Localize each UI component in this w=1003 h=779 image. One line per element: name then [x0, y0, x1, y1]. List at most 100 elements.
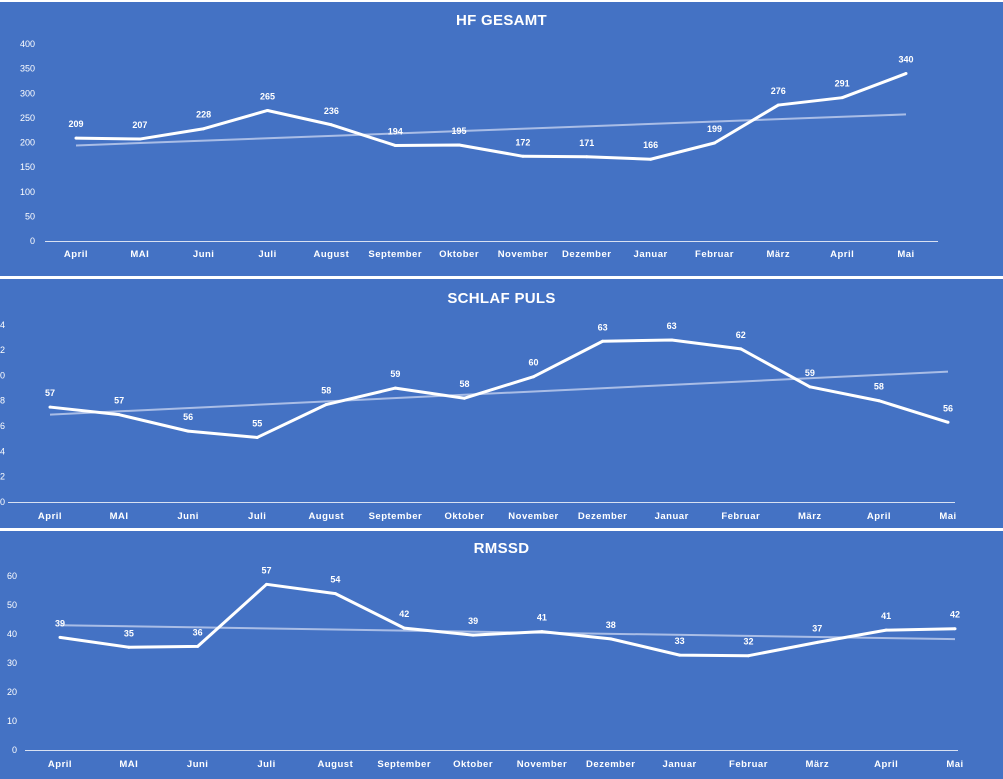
data-label: 36 — [193, 627, 203, 637]
data-label: 58 — [321, 386, 331, 396]
data-point — [58, 635, 62, 639]
data-label: 38 — [606, 620, 616, 630]
data-label: 171 — [579, 138, 594, 148]
data-label: 276 — [771, 86, 786, 96]
x-tick-label: Mai — [946, 759, 963, 770]
data-point — [393, 386, 397, 390]
data-point — [609, 637, 613, 641]
data-label: 209 — [68, 119, 83, 129]
y-tick-label: 60 — [7, 571, 17, 581]
data-label: 58 — [459, 379, 469, 389]
data-point — [138, 137, 142, 141]
data-label: 39 — [468, 616, 478, 626]
chart-panel-rmssd: RMSSD 0 10 20 30 40 50 60 April MAI Juni Juli Augus… — [0, 531, 1003, 779]
x-tick-label: Juni — [177, 511, 199, 522]
data-point — [840, 96, 844, 100]
x-tick-label: Oktober — [439, 249, 479, 260]
data-point — [265, 582, 269, 586]
data-label: 63 — [598, 322, 608, 332]
data-label: 32 — [743, 637, 753, 647]
y-tick-label: 50 — [7, 600, 17, 610]
x-tick-label: April — [830, 249, 854, 260]
chart-rmssd: 0 10 20 30 40 50 60 April MAI Juni Juli August Septe… — [7, 565, 963, 770]
data-label: 265 — [260, 91, 275, 101]
x-tick-label: Januar — [663, 759, 697, 770]
data-label: 199 — [707, 124, 722, 134]
data-label: 291 — [835, 79, 850, 89]
x-tick-label: Juni — [187, 759, 209, 770]
x-tick-label: Dezember — [586, 759, 635, 770]
data-label: 194 — [388, 126, 403, 136]
data-label: 35 — [124, 628, 134, 638]
trendline — [49, 370, 949, 416]
x-tick-label: Oktober — [444, 511, 484, 522]
data-point — [808, 385, 812, 389]
data-point — [266, 108, 270, 112]
x-tick-label: September — [368, 249, 422, 260]
chart-schlaf-puls: 50 52 54 56 58 60 62 64 April MAI Juni Juli August Se… — [0, 320, 956, 522]
data-label: 228 — [196, 110, 211, 120]
x-tick-label: August — [308, 511, 344, 522]
x-tick-label: August — [314, 249, 350, 260]
y-tick-label: 20 — [7, 687, 17, 697]
x-tick-label: März — [798, 511, 822, 522]
data-point — [815, 640, 819, 644]
data-label: 55 — [252, 418, 262, 428]
data-point — [739, 347, 743, 351]
x-tick-label: Dezember — [578, 511, 627, 522]
data-label: 340 — [898, 55, 913, 65]
data-label: 41 — [537, 613, 547, 623]
chart-title: HF GESAMT — [455, 12, 548, 29]
y-tick-label: 150 — [20, 162, 35, 172]
data-label: 62 — [736, 330, 746, 340]
x-tick-label: MAI — [110, 511, 129, 522]
y-tick-label: 350 — [20, 64, 35, 74]
data-point — [117, 413, 121, 417]
data-label: 57 — [45, 388, 55, 398]
x-tick-label: November — [508, 511, 558, 522]
data-label: 63 — [667, 321, 677, 331]
y-tick-label: 56 — [0, 421, 5, 431]
data-label: 172 — [515, 137, 530, 147]
x-tick-label: Februar — [729, 759, 768, 770]
data-point — [540, 630, 544, 634]
data-point — [462, 396, 466, 400]
data-point — [471, 633, 475, 637]
chart-title: SCHLAF PULS — [447, 290, 556, 307]
data-label: 33 — [675, 636, 685, 646]
data-point — [532, 375, 536, 379]
x-tick-label: Februar — [695, 249, 734, 260]
data-point — [953, 627, 957, 631]
x-tick-label: Mai — [897, 249, 914, 260]
y-tick-label: 0 — [12, 745, 17, 755]
y-tick-label: 300 — [20, 88, 35, 98]
y-tick-label: 400 — [20, 39, 35, 49]
y-tick-label: 100 — [20, 187, 35, 197]
y-tick-label: 200 — [20, 138, 35, 148]
data-label: 236 — [324, 106, 339, 116]
series-line — [59, 582, 956, 658]
x-tick-label: August — [318, 759, 354, 770]
data-label: 37 — [812, 623, 822, 633]
trendline — [75, 113, 907, 147]
x-tick-label: Dezember — [562, 249, 611, 260]
y-tick-label: 50 — [25, 211, 35, 221]
chart-panel-hf-gesamt: HF GESAMT 0 50 100 150 200 250 300 350 400 April M… — [0, 2, 1003, 276]
x-tick-label: Januar — [634, 249, 668, 260]
x-tick-label: November — [498, 249, 548, 260]
data-label: 56 — [943, 403, 953, 413]
data-point — [457, 143, 461, 147]
data-label: 56 — [183, 412, 193, 422]
x-tick-label: März — [805, 759, 829, 770]
data-point — [712, 141, 716, 145]
y-tick-label: 30 — [7, 658, 17, 668]
data-point — [670, 338, 674, 342]
x-tick-label: MAI — [119, 759, 138, 770]
x-tick-label: MAI — [130, 249, 149, 260]
x-tick-label: April — [48, 759, 72, 770]
y-tick-label: 40 — [7, 629, 17, 639]
data-point — [678, 653, 682, 657]
x-tick-label: September — [377, 759, 431, 770]
x-tick-label: März — [766, 249, 790, 260]
x-tick-label: Juli — [248, 511, 266, 522]
